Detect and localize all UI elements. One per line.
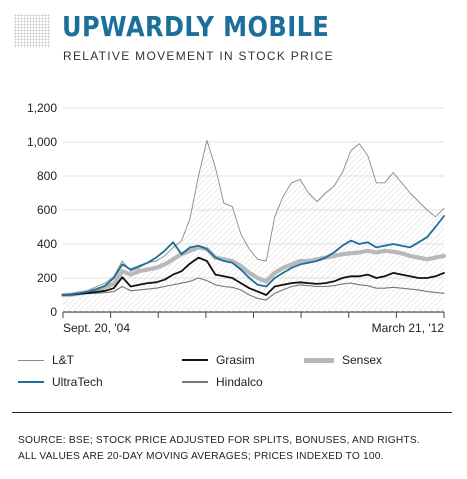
x-axis-ticks [62,312,445,318]
y-tick-label: 200 [37,271,57,285]
series-line-grasim [62,256,445,296]
chart-title: UPWARDLY MOBILE [62,10,330,43]
legend-label: Grasim [216,353,255,367]
legend-item-hindalco: Hindalco [182,375,263,389]
series-line-hindalco [62,277,445,301]
source-note: SOURCE: BSE; STOCK PRICE ADJUSTED FOR SP… [18,433,458,465]
legend-label: Hindalco [216,375,263,389]
legend-label: UltraTech [52,375,103,389]
y-tick-label: 1,200 [27,101,57,115]
legend-swatch [182,358,208,362]
series-lines [60,139,447,301]
y-tick-label: 0 [50,305,57,319]
legend-item-ultratech: UltraTech [18,375,103,389]
source-line-2: ALL VALUES ARE 20-DAY MOVING AVERAGES; P… [18,451,384,462]
y-tick-label: 600 [37,203,57,217]
y-tick-label: 800 [37,169,57,183]
source-line-1: SOURCE: BSE; STOCK PRICE ADJUSTED FOR SP… [18,435,420,446]
y-tick-label: 1,000 [27,135,57,149]
legend-swatch [18,380,44,384]
chart-subtitle: RELATIVE MOVEMENT IN STOCK PRICE [63,49,334,63]
legend-label: Sensex [342,353,383,367]
legend-label: L&T [52,353,75,367]
legend-swatch [304,357,334,363]
series-line-ultratech [62,215,445,296]
line-chart: 0 200 400 600 800 1,000 1,200 Sept. 20, '04 Ma… [27,101,447,335]
y-axis-labels: 0 200 400 600 800 1,000 1,200 [27,101,57,319]
x-end-label: March 21, '12 [372,321,445,335]
chart-legend: L&T Grasim Sensex UltraTech Hindalco [12,353,450,400]
legend-swatch [18,359,44,361]
legend-swatch [182,381,208,383]
series-line-sensex [60,245,447,298]
x-start-label: Sept. 20, '04 [63,321,130,335]
y-tick-label: 400 [37,237,57,251]
legend-item-grasim: Grasim [182,353,255,367]
legend-item-lt: L&T [18,353,74,367]
legend-item-sensex: Sensex [304,353,382,367]
dot-pattern-decoration [14,14,50,48]
lt-hatch-fill [63,140,444,312]
divider-line [12,412,452,413]
